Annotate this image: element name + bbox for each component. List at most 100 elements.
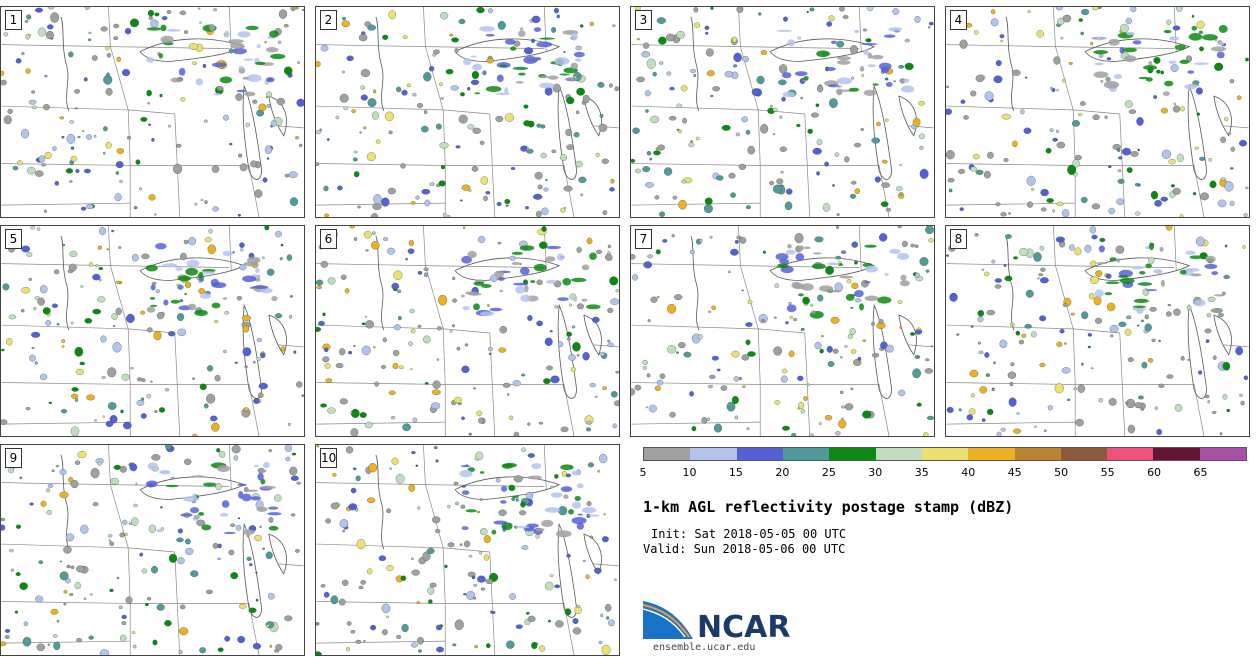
reflectivity-cell <box>508 484 516 492</box>
state-border <box>316 163 565 166</box>
reflectivity-cell <box>606 616 610 620</box>
reflectivity-cell <box>502 382 511 388</box>
reflectivity-cell <box>497 241 502 245</box>
reflectivity-cell <box>459 199 463 202</box>
reflectivity-cell <box>447 504 451 509</box>
reflectivity-cell <box>228 549 235 556</box>
reflectivity-cell <box>1245 57 1249 62</box>
lake-outline <box>1213 314 1232 356</box>
reflectivity-cell <box>121 373 130 381</box>
reflectivity-cell <box>1195 87 1203 95</box>
reflectivity-cell <box>774 400 781 405</box>
reflectivity-cell <box>566 553 571 558</box>
reflectivity-cell <box>518 30 526 38</box>
reflectivity-cell <box>642 166 651 173</box>
reflectivity-cell <box>118 246 122 249</box>
reflectivity-cell <box>278 9 287 19</box>
reflectivity-cell <box>280 243 284 247</box>
lake-outline <box>1084 257 1191 281</box>
reflectivity-cell <box>794 232 804 244</box>
reflectivity-cell <box>257 472 264 481</box>
reflectivity-cell <box>1223 274 1230 280</box>
reflectivity-cell <box>1030 331 1037 338</box>
reflectivity-cell <box>262 547 265 550</box>
reflectivity-cell <box>472 596 477 600</box>
reflectivity-cell <box>349 226 355 229</box>
reflectivity-cell <box>92 502 99 507</box>
reflectivity-cell <box>778 79 787 86</box>
reflectivity-cell <box>360 94 368 101</box>
reflectivity-cell <box>513 475 523 483</box>
reflectivity-cell <box>947 178 955 183</box>
reflectivity-cell <box>204 200 208 204</box>
reflectivity-cell <box>218 450 226 458</box>
reflectivity-cell <box>536 41 553 48</box>
reflectivity-cell <box>53 269 60 275</box>
reflectivity-cell <box>424 199 431 207</box>
reflectivity-cell <box>275 231 282 238</box>
reflectivity-cell <box>323 185 329 192</box>
reflectivity-cell <box>412 93 417 97</box>
reflectivity-cell <box>253 398 260 404</box>
lake-outline <box>1005 16 1015 112</box>
reflectivity-cell <box>1172 105 1181 113</box>
reflectivity-cell <box>1167 303 1172 307</box>
reflectivity-cell <box>811 310 816 314</box>
reflectivity-cell <box>1161 107 1168 114</box>
reflectivity-cell <box>1153 269 1163 274</box>
reflectivity-map <box>631 7 934 217</box>
reflectivity-cell <box>200 271 216 275</box>
reflectivity-cell <box>576 483 584 489</box>
reflectivity-cell <box>10 568 15 572</box>
colorbar-segment <box>1153 448 1200 460</box>
reflectivity-cell <box>490 274 498 283</box>
reflectivity-cell <box>250 160 258 168</box>
reflectivity-cell <box>219 513 229 517</box>
reflectivity-cell <box>1198 370 1203 375</box>
colorbar-tick-label: 10 <box>682 466 697 479</box>
reflectivity-cell <box>56 619 60 623</box>
reflectivity-cell <box>836 40 845 48</box>
reflectivity-cell <box>25 407 31 411</box>
state-border <box>278 563 304 567</box>
reflectivity-cell <box>59 571 69 581</box>
reflectivity-cell <box>6 337 13 346</box>
reflectivity-cell <box>151 282 157 285</box>
reflectivity-cell <box>489 307 503 312</box>
reflectivity-cell <box>238 65 244 70</box>
reflectivity-cell <box>8 314 17 320</box>
reflectivity-cell <box>392 362 399 369</box>
reflectivity-cell <box>470 79 480 86</box>
reflectivity-cell <box>817 294 824 302</box>
state-border <box>228 226 232 271</box>
reflectivity-cell <box>166 10 172 14</box>
reflectivity-cell <box>534 57 542 61</box>
reflectivity-cell <box>466 591 476 600</box>
reflectivity-cell <box>501 485 508 492</box>
reflectivity-cell <box>31 90 36 94</box>
reflectivity-cell <box>1098 398 1103 403</box>
reflectivity-cell <box>1059 328 1065 334</box>
reflectivity-cell <box>575 45 582 51</box>
reflectivity-cell <box>970 325 974 328</box>
reflectivity-cell <box>284 445 292 452</box>
reflectivity-cell <box>667 345 677 354</box>
reflectivity-cell <box>495 115 504 122</box>
reflectivity-cell <box>836 226 840 230</box>
reflectivity-cell <box>580 193 584 197</box>
reflectivity-cell <box>238 153 243 158</box>
state-border <box>1173 226 1177 271</box>
reflectivity-cell <box>1000 39 1004 43</box>
reflectivity-cell <box>589 21 594 27</box>
reflectivity-cell <box>454 48 459 53</box>
colorbar-tick-label: 25 <box>821 466 836 479</box>
reflectivity-cell <box>406 83 411 88</box>
reflectivity-cell <box>819 285 834 292</box>
member-number-label: 10 <box>320 448 337 468</box>
reflectivity-cell <box>140 413 147 419</box>
reflectivity-cell <box>168 331 176 337</box>
reflectivity-cell <box>523 104 529 109</box>
reflectivity-cell <box>742 55 749 63</box>
reflectivity-cell <box>290 295 293 298</box>
reflectivity-cell <box>445 69 454 75</box>
